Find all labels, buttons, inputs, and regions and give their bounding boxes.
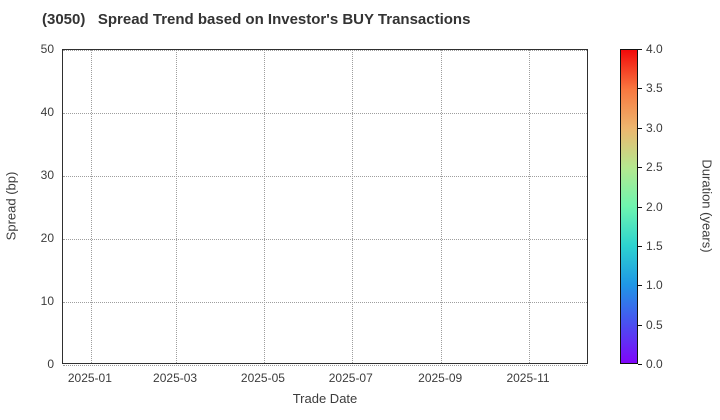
- v-gridline: [263, 50, 265, 363]
- colorbar-tick: [638, 206, 642, 208]
- x-tick-label: 2025-07: [328, 371, 373, 385]
- v-gridline: [351, 50, 353, 363]
- y-tick-label: 20: [40, 231, 54, 245]
- y-tick-label: 50: [40, 42, 54, 56]
- colorbar-tick: [638, 167, 642, 169]
- y-tick-label: 10: [40, 294, 54, 308]
- v-gridline: [90, 50, 92, 363]
- y-tick-label: 30: [40, 168, 54, 182]
- h-gridline: [63, 176, 587, 177]
- x-tick-label: 2025-01: [67, 371, 112, 385]
- colorbar-tick: [638, 127, 642, 129]
- v-gridline: [529, 50, 531, 363]
- x-tick-label: 2025-11: [506, 371, 550, 385]
- colorbar-tick: [638, 285, 642, 287]
- colorbar-tick: [638, 49, 642, 50]
- colorbar-label: Duration (years): [699, 159, 715, 253]
- y-tick-label: 40: [40, 105, 54, 119]
- colorbar-tick: [638, 364, 642, 365]
- v-gridline: [176, 50, 178, 363]
- colorbar: [620, 49, 638, 364]
- h-gridline: [63, 302, 587, 303]
- colorbar-tick: [638, 88, 642, 90]
- colorbar-tick: [638, 245, 642, 247]
- colorbar-tick-label: 2.0: [646, 199, 663, 214]
- x-tick-label: 2025-03: [153, 371, 198, 385]
- colorbar-tick-label: 1.5: [646, 238, 663, 253]
- h-gridline: [63, 239, 587, 240]
- colorbar-tick-label: 3.5: [646, 81, 663, 96]
- v-gridline: [441, 50, 443, 363]
- chart-title: (3050) Spread Trend based on Investor's …: [42, 11, 471, 28]
- h-gridline: [63, 113, 587, 114]
- x-axis-label: Trade Date: [292, 391, 358, 406]
- x-tick-label: 2025-09: [418, 371, 463, 385]
- x-tick-label: 2025-05: [240, 371, 285, 385]
- colorbar-tick-label: 4.0: [646, 42, 663, 56]
- colorbar-tick-label: 0.5: [646, 317, 663, 332]
- colorbar-tick-label: 2.5: [646, 160, 663, 175]
- y-tick-label: 0: [47, 357, 54, 371]
- h-gridline: [63, 365, 587, 366]
- h-gridline: [63, 50, 587, 51]
- colorbar-tick: [638, 324, 642, 326]
- colorbar-tick-label: 0.0: [646, 357, 663, 371]
- colorbar-tick-label: 3.0: [646, 120, 663, 135]
- plot-area: [62, 49, 588, 366]
- colorbar-tick-label: 1.0: [646, 278, 663, 293]
